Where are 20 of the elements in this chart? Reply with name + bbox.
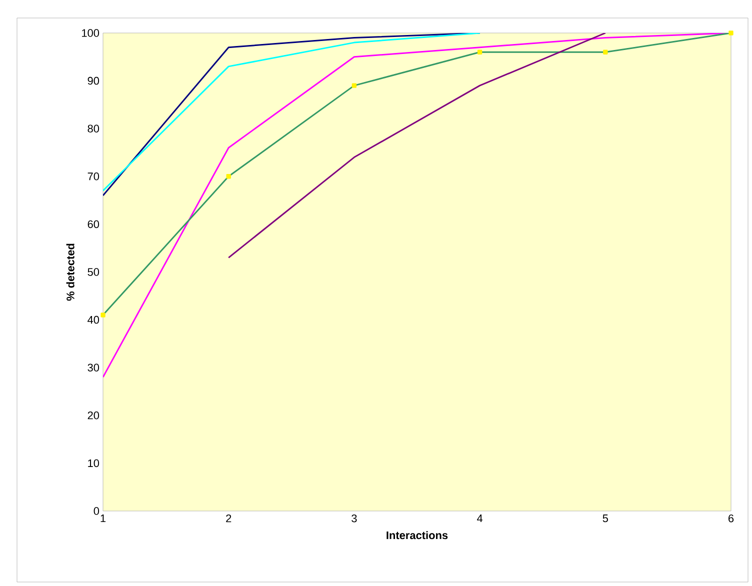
y-tick-label: 20	[88, 412, 100, 420]
x-tick-label: 2	[226, 514, 232, 522]
x-tick-label: 3	[352, 514, 357, 522]
x-tick-label: 4	[477, 514, 483, 522]
y-axis-title: % detected	[66, 244, 74, 301]
x-axis-title: Interactions	[386, 531, 448, 540]
y-tick-label: 0	[94, 507, 100, 515]
y-tick-label: 10	[88, 459, 100, 468]
x-tick-label: 6	[728, 514, 734, 522]
y-tick-label: 40	[88, 316, 100, 324]
y-tick-label: 80	[88, 124, 100, 132]
y-tick-label: 70	[88, 172, 100, 180]
y-tick-label: 100	[82, 29, 100, 37]
y-tick-label: 50	[88, 268, 100, 276]
y-tick-label: 60	[88, 220, 100, 228]
y-tick-label: 30	[88, 364, 100, 372]
x-tick-label: 1	[100, 514, 106, 522]
y-tick-label: 90	[88, 76, 100, 85]
line-series	[228, 32, 606, 258]
x-tick-label: 5	[602, 514, 608, 522]
